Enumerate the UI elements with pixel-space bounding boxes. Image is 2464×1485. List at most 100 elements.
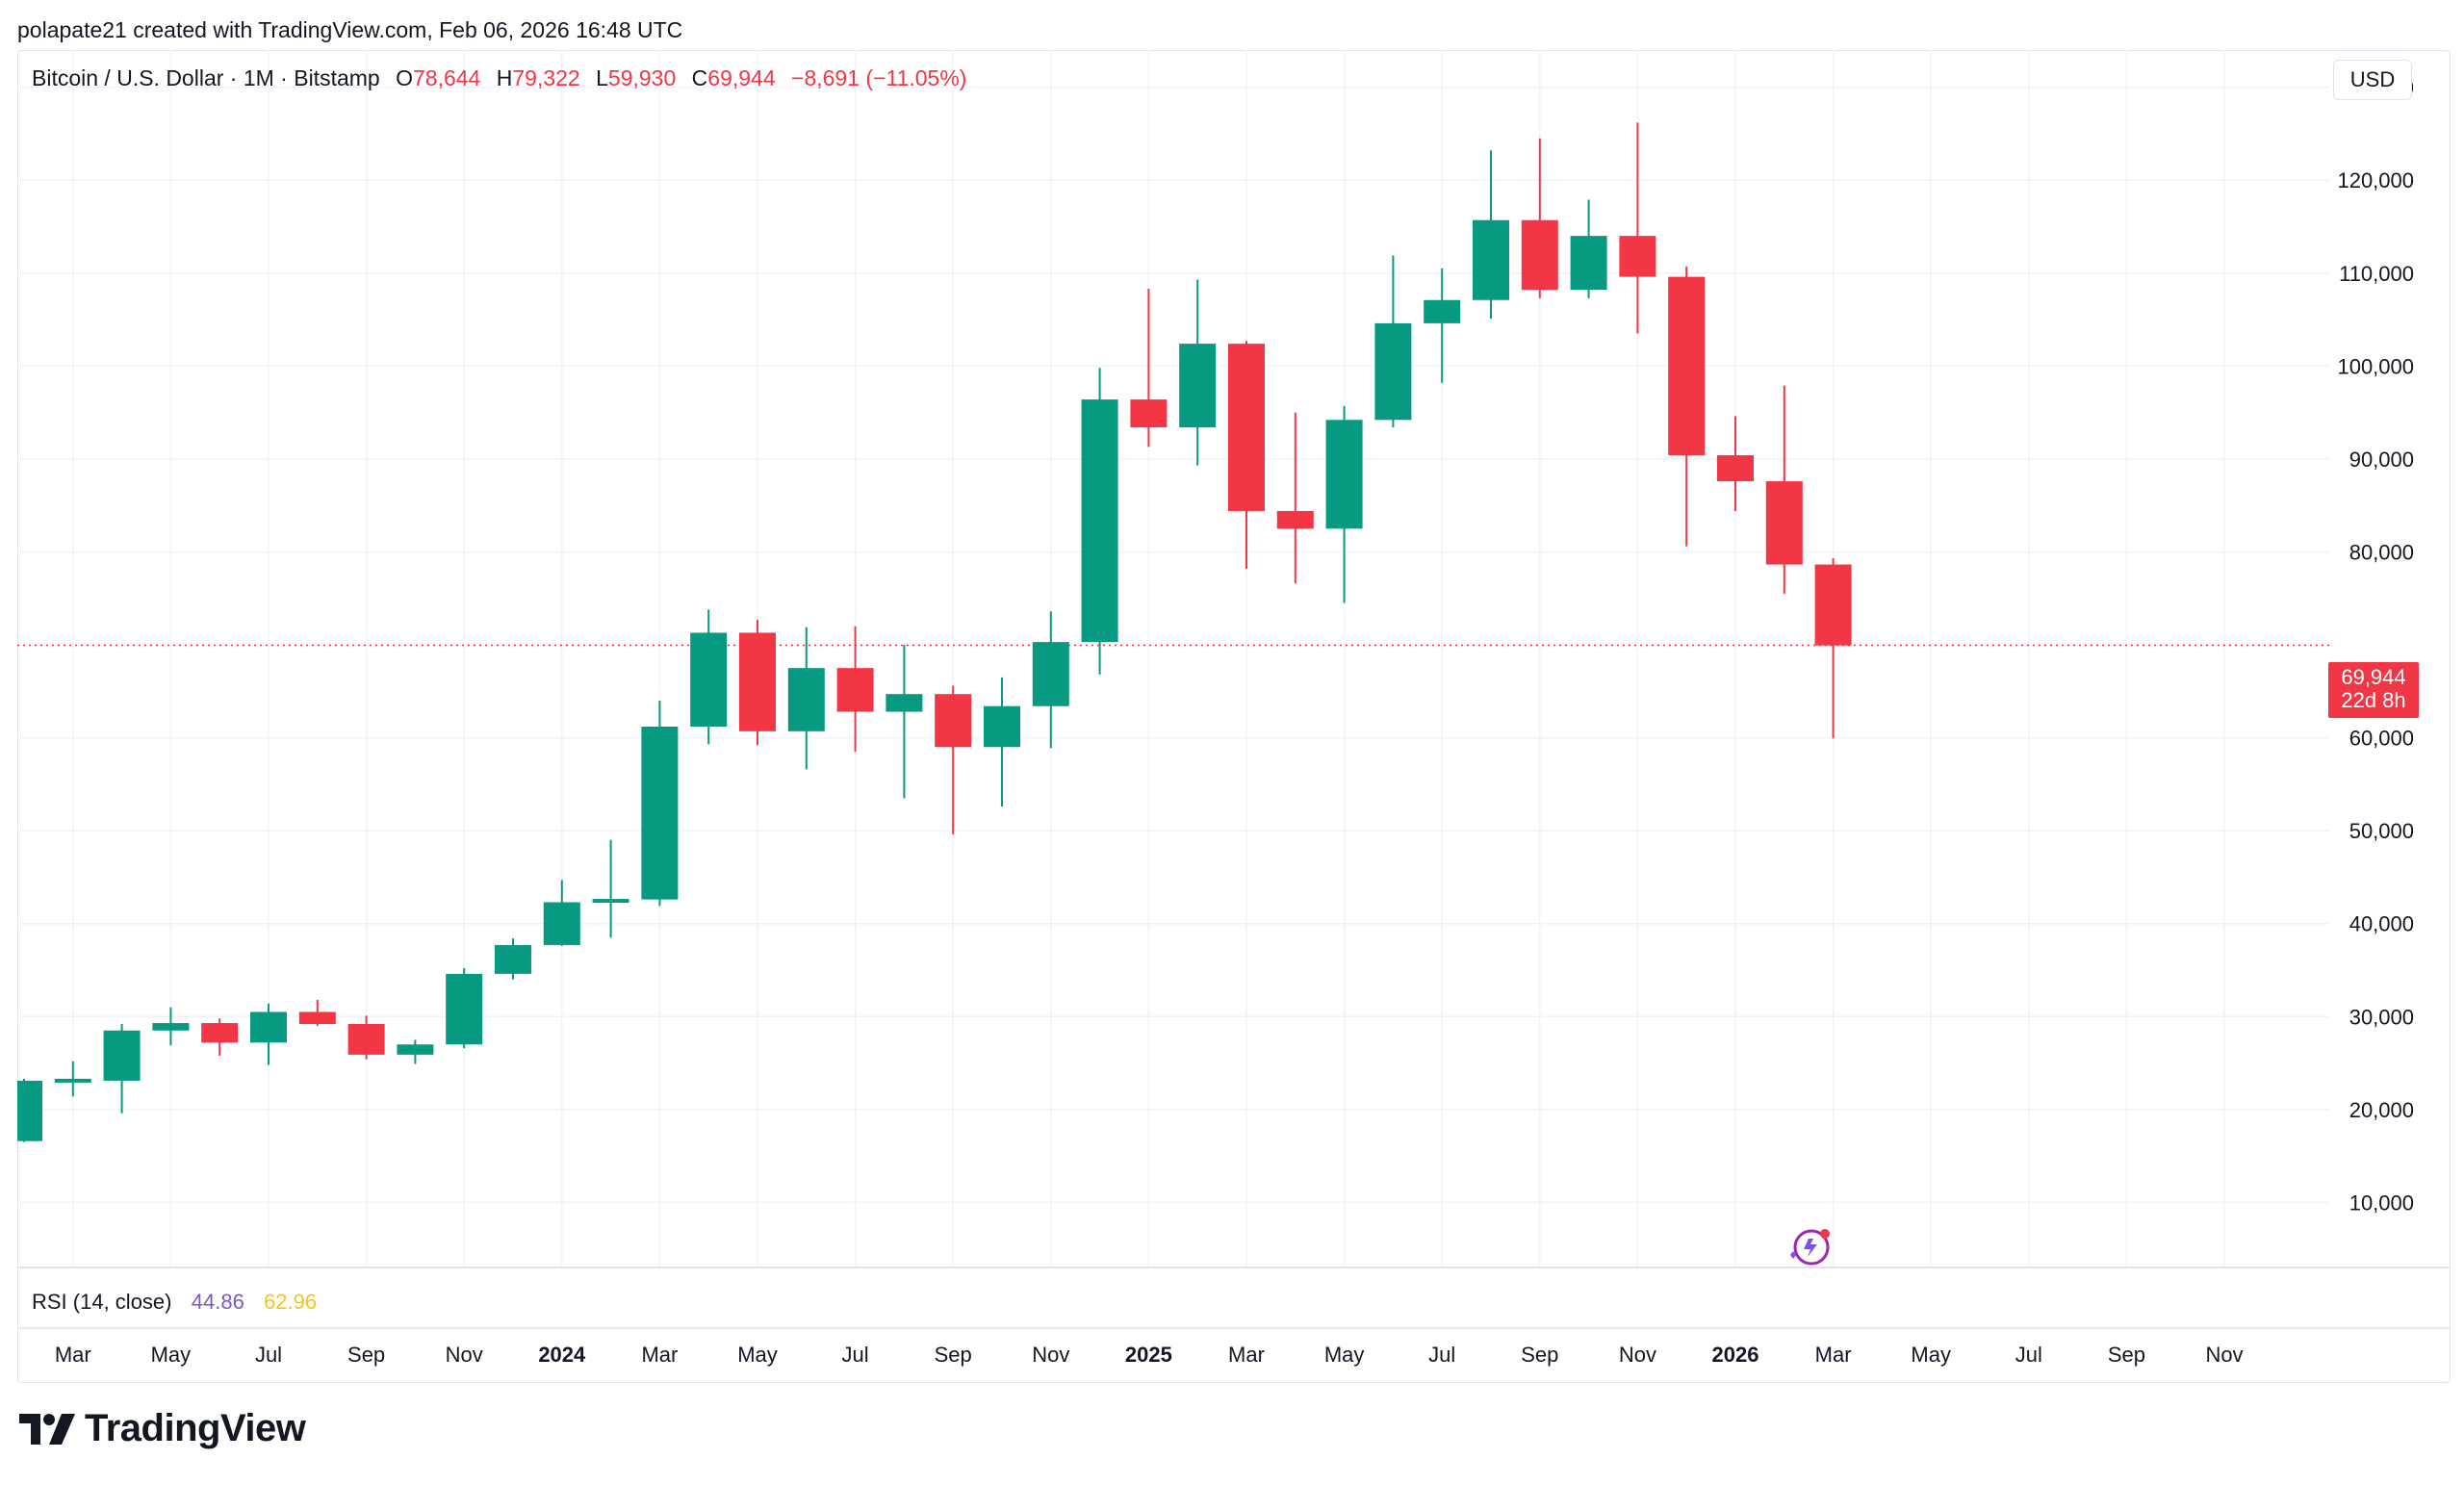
- candle-body: [298, 1011, 336, 1024]
- candle-body: [17, 1080, 42, 1141]
- tradingview-logo[interactable]: TradingView: [19, 1407, 306, 1450]
- currency-button[interactable]: USD: [2333, 60, 2412, 100]
- candle: [690, 609, 728, 745]
- candle: [397, 1039, 434, 1064]
- time-tick-label: Mar: [641, 1343, 678, 1367]
- candle-body: [250, 1011, 287, 1043]
- price-tick-label: 30,000: [2349, 1005, 2414, 1029]
- candle-body: [543, 902, 580, 945]
- price-tick-label: 10,000: [2349, 1191, 2414, 1215]
- chart-credit: polapate21 created with TradingView.com,…: [17, 17, 683, 42]
- candle: [1179, 279, 1217, 466]
- candle-body: [1619, 236, 1656, 277]
- last-price-value: 69,944: [2341, 665, 2406, 689]
- candle: [1814, 557, 1852, 739]
- candle-body: [1765, 481, 1803, 565]
- time-tick-label: Mar: [55, 1343, 91, 1367]
- candle-body: [1032, 642, 1069, 706]
- candle-body: [495, 944, 531, 974]
- candle-body: [739, 632, 776, 731]
- time-tick-label: Jul: [842, 1343, 869, 1367]
- candle: [1081, 368, 1118, 675]
- candle-body: [690, 632, 728, 727]
- time-tick-label: Jul: [1428, 1343, 1455, 1367]
- candle-body: [397, 1044, 434, 1055]
- time-tick-label: Nov: [2205, 1343, 2243, 1367]
- time-tick-label: May: [151, 1343, 192, 1367]
- candle: [739, 619, 776, 746]
- candle-body: [1717, 455, 1754, 482]
- open-label: O: [396, 65, 413, 90]
- time-tick-label: 2024: [538, 1343, 586, 1367]
- brand-name: TradingView: [85, 1407, 306, 1449]
- time-tick-label: May: [1911, 1343, 1951, 1367]
- candle: [495, 938, 531, 980]
- candles: [17, 122, 1852, 1142]
- price-tick-label: 60,000: [2349, 727, 2414, 751]
- bar-countdown: 22d 8h: [2341, 688, 2406, 712]
- price-tick-label: 90,000: [2349, 448, 2414, 472]
- tradingview-logo-icon: [19, 1413, 75, 1445]
- candle: [1032, 611, 1069, 749]
- candle: [152, 1007, 190, 1046]
- price-tick-label: 50,000: [2349, 819, 2414, 843]
- time-axis[interactable]: 23MarMayJulSepNov2024MarMayJulSepNov2025…: [0, 1343, 2244, 1367]
- candle-body: [1424, 299, 1461, 323]
- time-tick-label: Sep: [1521, 1343, 1558, 1367]
- price-axis[interactable]: 10,000 20,000 30,000 40,000 50,000 60,000 80,0…: [2337, 76, 2414, 1216]
- candle: [1473, 150, 1509, 320]
- candle: [1374, 255, 1412, 428]
- time-tick-label: Sep: [935, 1343, 972, 1367]
- candle-body: [1668, 276, 1706, 456]
- low-label: L: [596, 65, 608, 90]
- price-tick-label: 20,000: [2349, 1098, 2414, 1122]
- candle: [1570, 199, 1607, 298]
- time-tick-label: Nov: [1032, 1343, 1069, 1367]
- time-tick-label: Mar: [1815, 1343, 1852, 1367]
- time-tick-label: 2026: [1712, 1343, 1759, 1367]
- rsi-legend[interactable]: RSI (14, close) 44.86 62.96: [32, 1290, 317, 1315]
- candle: [641, 700, 679, 907]
- candle: [1130, 289, 1168, 448]
- chart-frame: [17, 50, 2451, 1383]
- candle: [1228, 341, 1265, 569]
- candle: [54, 1061, 91, 1097]
- time-tick-label: Sep: [2108, 1343, 2145, 1367]
- candle-body: [152, 1023, 190, 1031]
- rsi-ma-value: 62.96: [264, 1290, 318, 1314]
- candle: [347, 1015, 385, 1060]
- ai-sparkle-icon[interactable]: [1790, 1229, 1830, 1266]
- candle-body: [1570, 236, 1607, 291]
- candle-body: [347, 1024, 385, 1055]
- low-value: 59,930: [607, 65, 677, 90]
- candle-body: [984, 705, 1020, 748]
- candle: [984, 677, 1020, 807]
- time-tick-label: 2025: [1125, 1343, 1172, 1367]
- time-tick-label: May: [737, 1343, 778, 1367]
- candle-body: [1081, 399, 1118, 643]
- candle: [1765, 385, 1803, 594]
- time-tick-label: Nov: [446, 1343, 483, 1367]
- time-tick-label: Nov: [1619, 1343, 1656, 1367]
- candle: [103, 1024, 141, 1114]
- candle: [1424, 268, 1461, 383]
- price-tick-label: 100,000: [2337, 354, 2414, 378]
- high-label: H: [496, 65, 513, 90]
- candle: [592, 839, 629, 938]
- change-value: −8,691 (−11.05%): [791, 65, 967, 90]
- candle-body: [836, 668, 874, 712]
- candle-body: [1521, 219, 1558, 291]
- candle: [201, 1018, 239, 1056]
- close-label: C: [691, 65, 708, 90]
- candle-body: [886, 694, 923, 712]
- open-value: 78,644: [412, 65, 481, 90]
- candle-body: [1228, 344, 1265, 511]
- candle: [1325, 405, 1363, 603]
- time-tick-label: May: [1324, 1343, 1365, 1367]
- candle-body: [1179, 344, 1217, 428]
- symbol-legend: Bitcoin / U.S. Dollar · 1M · Bitstamp O7…: [32, 65, 966, 91]
- price-tick-label: 80,000: [2349, 540, 2414, 564]
- symbol-title[interactable]: Bitcoin / U.S. Dollar · 1M · Bitstamp: [32, 65, 380, 90]
- candle: [787, 627, 825, 770]
